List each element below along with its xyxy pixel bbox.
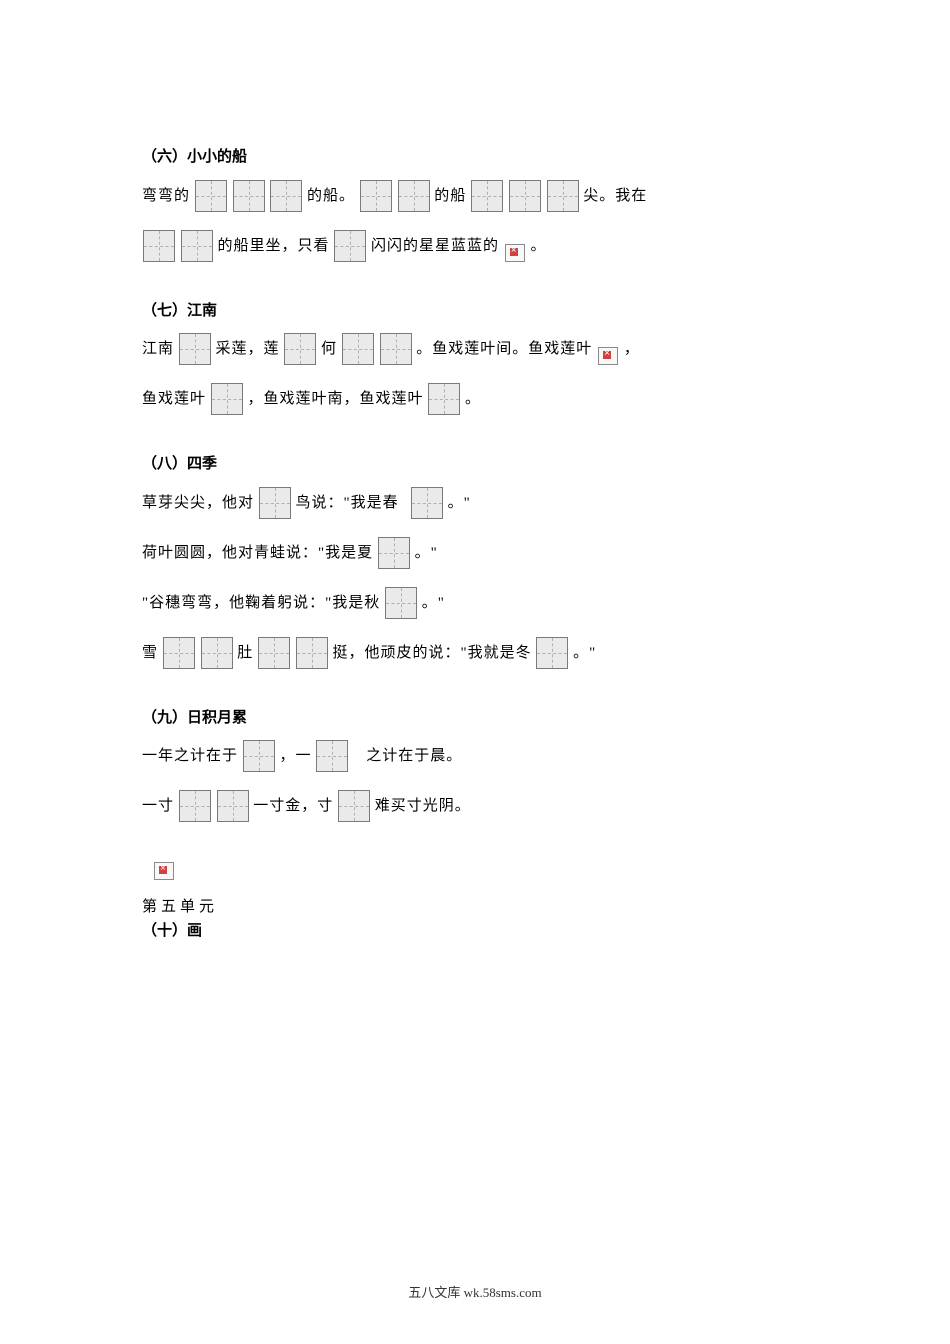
- text: 的船。: [307, 180, 355, 212]
- section-eight: （八）四季 草芽尖尖，他对 鸟说："我是春 。" 荷叶圆圆，他对青蛙说："我是夏…: [142, 455, 808, 669]
- practice-grid-box: [233, 180, 265, 212]
- section-nine-line-2: 一寸 一寸金，寸 难买寸光阴。: [142, 790, 808, 822]
- text: 挺，他顽皮的说："我就是冬: [333, 637, 532, 669]
- practice-grid-box: [411, 487, 443, 519]
- text: 之计在于晨。: [366, 740, 462, 772]
- practice-grid-box: [509, 180, 541, 212]
- practice-grid-box: [179, 333, 211, 365]
- text: 。: [465, 383, 481, 415]
- practice-grid-box: [342, 333, 374, 365]
- section-nine: （九）日积月累 一年之计在于 ，一 之计在于晨。 一寸 一寸金，寸 难买寸光阴。: [142, 709, 808, 823]
- practice-grid-box: [259, 487, 291, 519]
- text: 。鱼戏莲叶间。鱼戏莲叶: [416, 333, 592, 365]
- text: 。": [422, 587, 445, 619]
- section-eight-line-3: "谷穗弯弯，他鞠着躬说："我是秋 。": [142, 587, 808, 619]
- text: 何: [321, 333, 337, 365]
- practice-grid-box: [536, 637, 568, 669]
- practice-grid-box: [270, 180, 302, 212]
- text: 。": [448, 487, 471, 519]
- text: 江南: [142, 333, 174, 365]
- text: 。: [531, 230, 547, 262]
- practice-grid-box: [385, 587, 417, 619]
- text: 。": [573, 637, 596, 669]
- practice-grid-box: [316, 740, 348, 772]
- text: ，: [624, 333, 640, 365]
- text: 草芽尖尖，他对: [142, 487, 254, 519]
- practice-grid-box: [378, 537, 410, 569]
- page-footer: 五八文库 wk.58sms.com: [0, 1285, 950, 1302]
- broken-image-icon: [154, 862, 174, 880]
- text: "谷穗弯弯，他鞠着躬说："我是秋: [142, 587, 380, 619]
- text: 荷叶圆圆，他对青蛙说："我是夏: [142, 537, 373, 569]
- practice-grid-box: [195, 180, 227, 212]
- practice-grid-box: [334, 230, 366, 262]
- practice-grid-box: [380, 333, 412, 365]
- text: ，鱼戏莲叶南，鱼戏莲叶: [248, 383, 424, 415]
- section-nine-title: （九）日积月累: [142, 709, 808, 729]
- section-seven: （七）江南 江南 采莲，莲 何 。鱼戏莲叶间。鱼戏莲叶 ， 鱼戏莲叶 ，鱼戏莲叶…: [142, 302, 808, 416]
- text: 弯弯的: [142, 180, 190, 212]
- practice-grid-box: [211, 383, 243, 415]
- practice-grid-box: [398, 180, 430, 212]
- practice-grid-box: [428, 383, 460, 415]
- text: [353, 740, 363, 772]
- text: 肚: [237, 637, 253, 669]
- section-nine-line-1: 一年之计在于 ，一 之计在于晨。: [142, 740, 808, 772]
- section-seven-line-1: 江南 采莲，莲 何 。鱼戏莲叶间。鱼戏莲叶 ，: [142, 333, 808, 365]
- practice-grid-box: [163, 637, 195, 669]
- text: 尖。我在: [583, 180, 647, 212]
- text: 的船里坐，只看: [218, 230, 330, 262]
- section-eight-title: （八）四季: [142, 455, 808, 475]
- practice-grid-box: [547, 180, 579, 212]
- practice-grid-box: [217, 790, 249, 822]
- section-eight-line-2: 荷叶圆圆，他对青蛙说："我是夏 。": [142, 537, 808, 569]
- practice-grid-box: [258, 637, 290, 669]
- text: 鱼戏莲叶: [142, 383, 206, 415]
- practice-grid-box: [338, 790, 370, 822]
- section-six-line-1: 弯弯的 的船。 的船 尖。我在: [142, 180, 808, 212]
- broken-image-icon: [598, 347, 618, 365]
- unit-heading: 第五单元: [142, 898, 808, 918]
- text: 一年之计在于: [142, 740, 238, 772]
- text: 雪: [142, 637, 158, 669]
- text: ，一: [280, 740, 312, 772]
- practice-grid-box: [179, 790, 211, 822]
- text: 采莲，莲: [216, 333, 280, 365]
- practice-grid-box: [296, 637, 328, 669]
- broken-image-icon: [505, 244, 525, 262]
- section-six-line-2: 的船里坐，只看 闪闪的星星蓝蓝的 。: [142, 230, 808, 262]
- text: 一寸: [142, 790, 174, 822]
- section-six: （六）小小的船 弯弯的 的船。 的船 尖。我在 的船里坐，只看 闪闪的星星蓝蓝的…: [142, 148, 808, 262]
- section-eight-line-1: 草芽尖尖，他对 鸟说："我是春 。": [142, 487, 808, 519]
- text: 。": [415, 537, 438, 569]
- section-six-title: （六）小小的船: [142, 148, 808, 168]
- section-eight-line-4: 雪 肚 挺，他顽皮的说："我就是冬 。": [142, 637, 808, 669]
- text: 鸟说："我是春: [296, 487, 399, 519]
- practice-grid-box: [360, 180, 392, 212]
- text: 闪闪的星星蓝蓝的: [371, 230, 499, 262]
- section-seven-title: （七）江南: [142, 302, 808, 322]
- section-ten-title: （十）画: [142, 922, 808, 942]
- practice-grid-box: [201, 637, 233, 669]
- practice-grid-box: [284, 333, 316, 365]
- practice-grid-box: [143, 230, 175, 262]
- practice-grid-box: [181, 230, 213, 262]
- practice-grid-box: [243, 740, 275, 772]
- practice-grid-box: [471, 180, 503, 212]
- text: 的船: [434, 180, 466, 212]
- text: 难买寸光阴。: [375, 790, 471, 822]
- text: 一寸金，寸: [253, 790, 333, 822]
- section-seven-line-2: 鱼戏莲叶 ，鱼戏莲叶南，鱼戏莲叶 。: [142, 383, 808, 415]
